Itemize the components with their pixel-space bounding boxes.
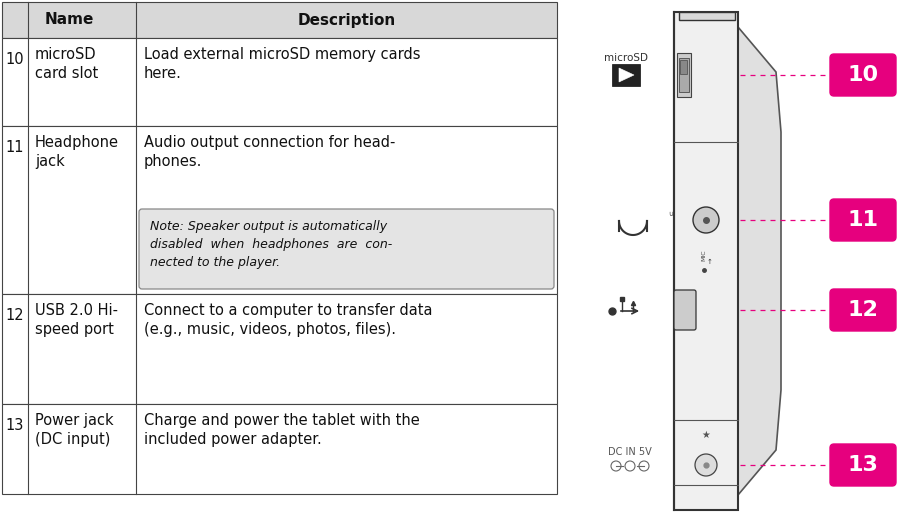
Text: 10: 10 <box>5 52 24 67</box>
Bar <box>2 2 557 38</box>
Bar <box>676 53 690 97</box>
Text: Charge and power the tablet with the
included power adapter.: Charge and power the tablet with the inc… <box>143 413 419 447</box>
Text: 13: 13 <box>5 418 24 433</box>
Circle shape <box>695 454 716 476</box>
Text: 11: 11 <box>847 210 878 230</box>
Text: Note: Speaker output is automatically
disabled  when  headphones  are  con-
nect: Note: Speaker output is automatically di… <box>150 220 391 269</box>
FancyBboxPatch shape <box>673 290 695 330</box>
Text: microSD
card slot: microSD card slot <box>35 47 98 81</box>
Bar <box>2 38 557 126</box>
Text: 12: 12 <box>847 300 878 320</box>
Text: ★: ★ <box>701 430 710 440</box>
Bar <box>2 294 557 404</box>
FancyBboxPatch shape <box>829 289 895 331</box>
FancyBboxPatch shape <box>829 444 895 486</box>
Text: Load external microSD memory cards
here.: Load external microSD memory cards here. <box>143 47 420 81</box>
Circle shape <box>692 207 718 233</box>
Text: Headphone
jack: Headphone jack <box>35 135 119 169</box>
Text: Connect to a computer to transfer data
(e.g., music, videos, photos, files).: Connect to a computer to transfer data (… <box>143 303 432 337</box>
Text: 10: 10 <box>846 65 878 85</box>
Bar <box>673 12 737 510</box>
Text: ∩: ∩ <box>667 209 673 215</box>
Polygon shape <box>618 68 633 82</box>
Text: 12: 12 <box>5 308 24 323</box>
Bar <box>2 126 557 294</box>
Text: MIC: MIC <box>701 249 705 261</box>
Text: 13: 13 <box>847 455 878 475</box>
Bar <box>679 60 686 74</box>
Text: 11: 11 <box>5 140 24 155</box>
FancyBboxPatch shape <box>829 199 895 241</box>
Bar <box>678 12 734 20</box>
Polygon shape <box>737 27 780 495</box>
FancyBboxPatch shape <box>829 54 895 96</box>
Text: Name: Name <box>44 13 94 28</box>
Text: ↑: ↑ <box>706 259 713 265</box>
FancyBboxPatch shape <box>139 209 554 289</box>
Text: DC IN 5V: DC IN 5V <box>607 447 651 457</box>
Text: microSD: microSD <box>603 53 648 63</box>
Bar <box>612 64 640 86</box>
Bar <box>2 404 557 494</box>
Bar <box>678 58 688 92</box>
Text: Description: Description <box>297 13 395 28</box>
Text: Power jack
(DC input): Power jack (DC input) <box>35 413 114 447</box>
Text: USB 2.0 Hi-
speed port: USB 2.0 Hi- speed port <box>35 303 118 337</box>
Text: Audio output connection for head-
phones.: Audio output connection for head- phones… <box>143 135 395 169</box>
